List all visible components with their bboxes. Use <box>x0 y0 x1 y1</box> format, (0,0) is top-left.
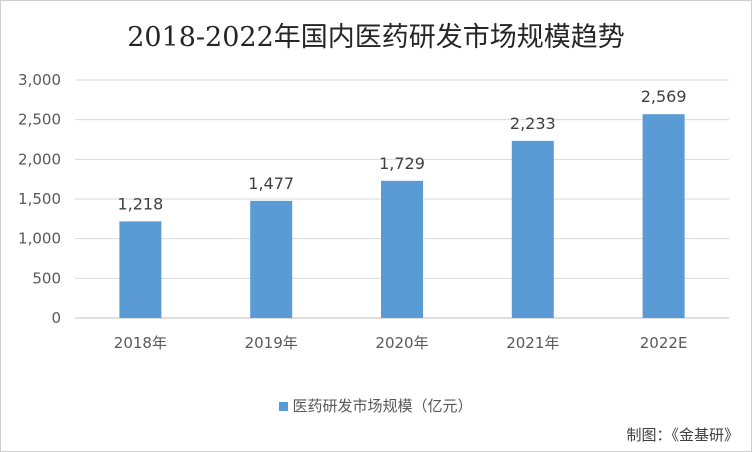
bar <box>119 221 162 318</box>
y-axis: 0 500 1,000 1,500 2,000 2,500 3,000 <box>18 71 61 327</box>
data-label: 1,218 <box>117 194 163 213</box>
source-note: 制图：《金基研》 <box>626 426 739 444</box>
x-tick-label: 2021年 <box>506 334 559 352</box>
chart-title: 2018-2022年国内医药研发市场规模趋势 <box>127 22 625 53</box>
y-tick-label: 2,000 <box>18 150 61 168</box>
x-tick-label: 2022E <box>640 334 688 352</box>
bar <box>381 180 423 318</box>
bar <box>511 140 554 318</box>
y-tick-label: 0 <box>51 309 61 327</box>
data-label: 2,233 <box>510 114 556 133</box>
y-tick-label: 1,500 <box>18 190 61 208</box>
y-tick-label: 1,000 <box>18 230 61 248</box>
x-tick-label: 2020年 <box>375 334 428 352</box>
x-axis: 2018年 2019年 2020年 2021年 2022E <box>114 334 688 352</box>
x-tick-label: 2018年 <box>114 334 167 352</box>
data-label: 1,477 <box>248 174 294 193</box>
data-labels: 1,218 1,477 1,729 2,233 2,569 <box>117 87 686 213</box>
bars <box>119 114 685 319</box>
bar <box>642 114 685 319</box>
legend-label: 医药研发市场规模（亿元） <box>292 397 473 415</box>
y-tick-label: 3,000 <box>18 71 61 89</box>
y-tick-label: 500 <box>32 269 61 287</box>
x-tick-label: 2019年 <box>245 334 298 352</box>
legend-swatch <box>279 402 289 411</box>
data-label: 2,569 <box>641 87 687 106</box>
y-tick-label: 2,500 <box>18 111 61 129</box>
legend: 医药研发市场规模（亿元） <box>1 395 751 416</box>
data-label: 1,729 <box>379 154 425 173</box>
bar <box>250 200 293 318</box>
